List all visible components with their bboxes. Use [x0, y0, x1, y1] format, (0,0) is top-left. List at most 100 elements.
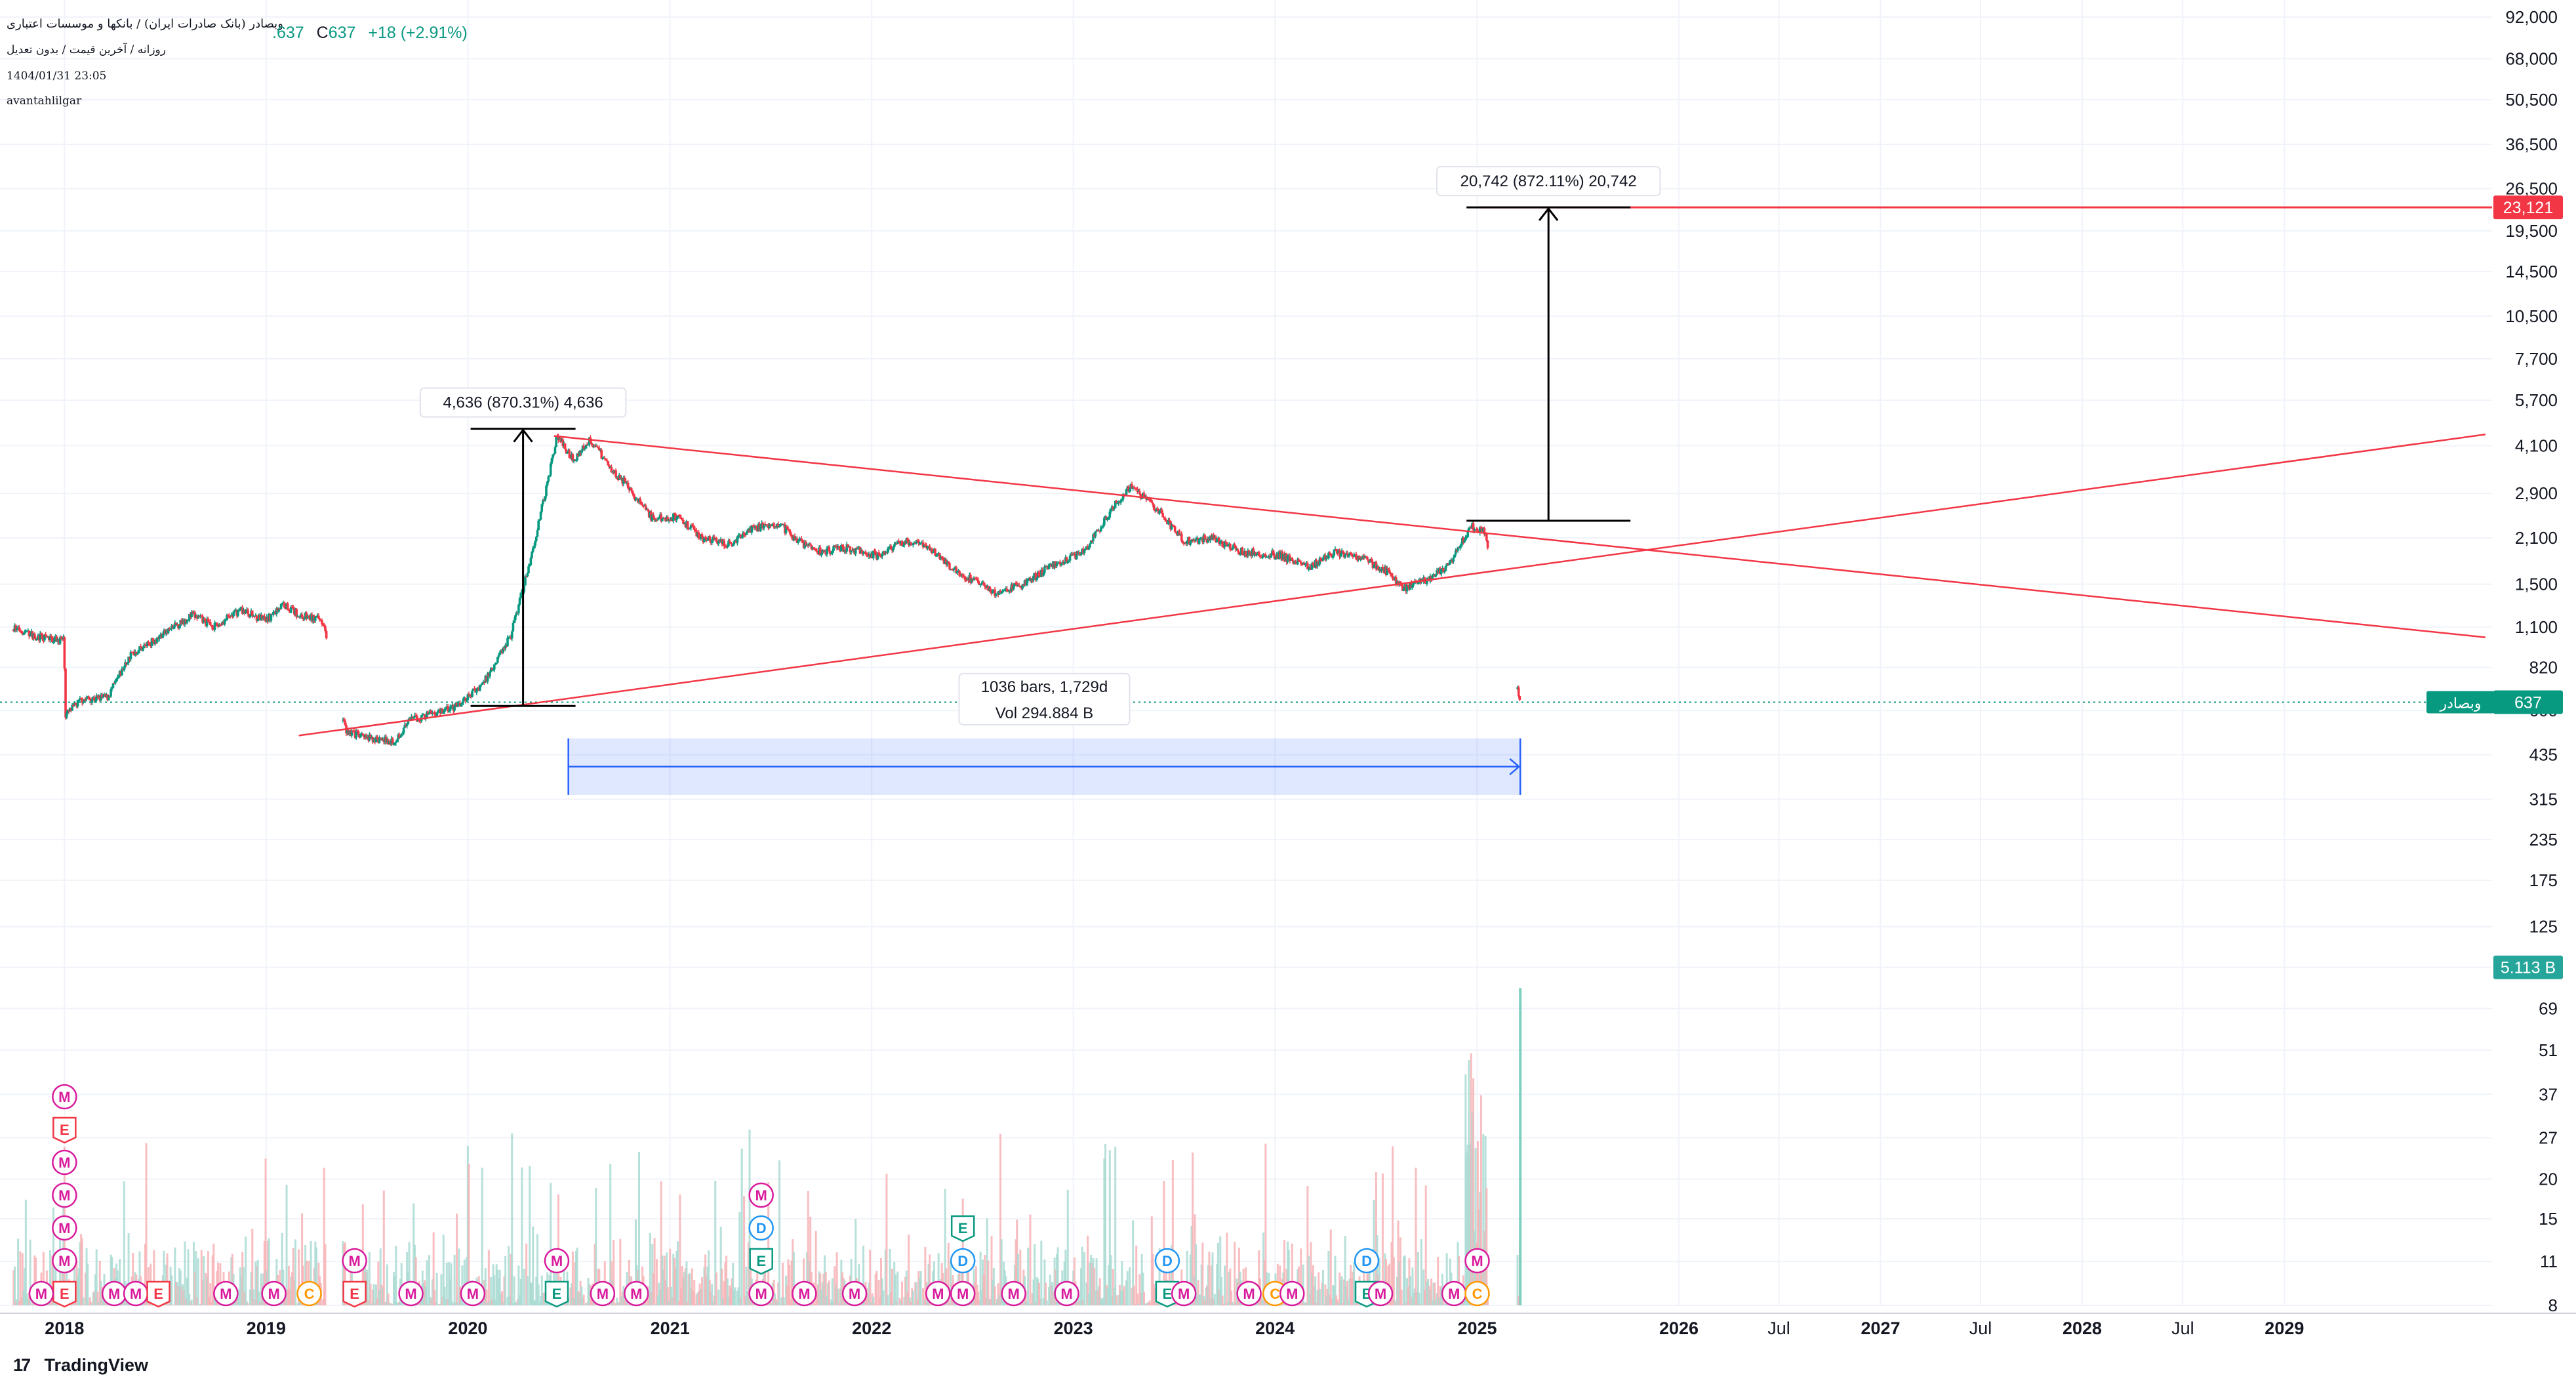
- earnings-event-icon[interactable]: E: [52, 1116, 77, 1144]
- price-candle-body: [1390, 573, 1393, 576]
- price-candle-body: [1055, 563, 1058, 567]
- volume-bar: [1408, 1258, 1411, 1305]
- volume-bar: [79, 1242, 81, 1305]
- meeting-event-icon[interactable]: M: [460, 1280, 486, 1307]
- meeting-event-icon[interactable]: M: [925, 1280, 951, 1307]
- price-candle-body: [1119, 500, 1122, 503]
- price-candle-body: [1459, 545, 1462, 548]
- volume-bar: [997, 1283, 999, 1305]
- capital-event-icon[interactable]: C: [296, 1280, 322, 1307]
- meeting-event-icon[interactable]: M: [213, 1280, 239, 1307]
- meeting-event-icon[interactable]: M: [1279, 1280, 1305, 1307]
- volume-bar: [393, 1276, 396, 1305]
- grid-lines: [0, 0, 2492, 1306]
- earnings-event-icon[interactable]: E: [544, 1280, 569, 1308]
- meeting-event-icon[interactable]: M: [748, 1182, 774, 1208]
- dividend-event-icon[interactable]: D: [1354, 1248, 1380, 1274]
- earnings-event-icon[interactable]: E: [749, 1248, 773, 1275]
- earnings-event-icon[interactable]: E: [146, 1280, 171, 1308]
- meeting-event-icon[interactable]: M: [1001, 1280, 1026, 1307]
- meeting-event-icon[interactable]: M: [950, 1280, 976, 1307]
- price-candle-body: [270, 613, 273, 621]
- price-candle-body: [371, 737, 374, 743]
- volume-bar: [875, 1271, 878, 1305]
- volume-bar: [203, 1256, 205, 1305]
- price-candle-body: [976, 580, 980, 584]
- price-candle-body: [193, 612, 196, 618]
- volume-bar: [1432, 1282, 1435, 1305]
- meeting-event-icon[interactable]: M: [841, 1280, 868, 1307]
- meeting-event-icon[interactable]: M: [590, 1280, 616, 1307]
- volume-bar: [1015, 1239, 1017, 1305]
- price-candle-body: [1366, 557, 1369, 560]
- volume-bar: [235, 1297, 238, 1305]
- volume-bar: [1482, 1134, 1485, 1305]
- price-candle-body: [1304, 563, 1307, 565]
- meeting-event-icon[interactable]: M: [101, 1280, 127, 1307]
- tradingview-logo[interactable]: 17 TradingView: [13, 1355, 148, 1376]
- meeting-event-icon[interactable]: M: [52, 1248, 77, 1274]
- volume-bar: [1287, 1250, 1290, 1305]
- price-candle-body: [1063, 562, 1066, 564]
- dividend-event-icon[interactable]: D: [950, 1248, 976, 1274]
- price-candle-body: [247, 609, 249, 615]
- price-candle-body: [1189, 541, 1192, 545]
- first-leg-measure-label: 4,636 (870.31%) 4,636: [443, 394, 603, 412]
- meeting-event-icon[interactable]: M: [1464, 1248, 1490, 1274]
- price-candle-body: [1089, 541, 1093, 544]
- volume-bar: [529, 1282, 532, 1305]
- dividend-event-icon[interactable]: D: [748, 1215, 774, 1241]
- price-candle-body: [925, 544, 928, 548]
- meeting-event-icon[interactable]: M: [1171, 1280, 1197, 1307]
- volume-bar: [182, 1284, 184, 1305]
- dividend-event-icon[interactable]: D: [1154, 1248, 1180, 1274]
- volume-bar: [809, 1216, 812, 1305]
- meeting-event-icon[interactable]: M: [261, 1280, 287, 1307]
- meeting-event-icon[interactable]: M: [52, 1215, 77, 1241]
- volume-bar: [263, 1240, 266, 1305]
- meeting-event-icon[interactable]: M: [1054, 1280, 1079, 1307]
- meeting-event-icon[interactable]: M: [1236, 1280, 1262, 1307]
- volume-bar: [1228, 1271, 1230, 1305]
- volume-bar: [441, 1297, 444, 1305]
- meeting-event-icon[interactable]: M: [1367, 1280, 1394, 1307]
- price-candle-body: [113, 683, 115, 684]
- meeting-event-icon[interactable]: M: [544, 1248, 570, 1274]
- meeting-event-icon[interactable]: M: [1441, 1280, 1467, 1307]
- price-candle-body: [1223, 541, 1226, 547]
- price-candle-body: [321, 624, 325, 625]
- volume-bar: [966, 1251, 969, 1305]
- capital-event-icon[interactable]: C: [1464, 1280, 1490, 1307]
- price-candle-body: [89, 698, 91, 701]
- volume-bar: [77, 1275, 79, 1305]
- meeting-event-icon[interactable]: M: [52, 1084, 77, 1110]
- earnings-event-icon[interactable]: E: [52, 1280, 77, 1308]
- earnings-event-icon[interactable]: E: [950, 1215, 975, 1242]
- meeting-event-icon[interactable]: M: [123, 1280, 149, 1307]
- meeting-event-icon[interactable]: M: [748, 1280, 774, 1307]
- meeting-event-icon[interactable]: M: [28, 1280, 54, 1307]
- volume-bar: [582, 1297, 584, 1305]
- x-tick-label: Jul: [1767, 1318, 1790, 1338]
- price-candle-body: [1447, 564, 1451, 565]
- price-candle-body: [578, 451, 581, 457]
- volume-bar: [176, 1282, 178, 1305]
- volume-bar: [180, 1286, 183, 1305]
- meeting-event-icon[interactable]: M: [52, 1182, 77, 1208]
- price-candle-body: [200, 615, 203, 617]
- meeting-event-icon[interactable]: M: [52, 1149, 77, 1175]
- date-range-volume-label: Vol 294.884 B: [996, 704, 1093, 722]
- meeting-event-icon[interactable]: M: [398, 1280, 424, 1307]
- price-candle-body: [936, 553, 939, 556]
- volume-bar: [1418, 1292, 1420, 1305]
- earnings-event-icon[interactable]: E: [342, 1280, 367, 1308]
- meeting-event-icon[interactable]: M: [792, 1280, 817, 1307]
- price-candle-body: [33, 634, 36, 640]
- volume-bar: [1474, 1148, 1477, 1305]
- meeting-event-icon[interactable]: M: [342, 1248, 367, 1274]
- meeting-event-icon[interactable]: M: [624, 1280, 649, 1307]
- price-candle-body: [14, 625, 18, 630]
